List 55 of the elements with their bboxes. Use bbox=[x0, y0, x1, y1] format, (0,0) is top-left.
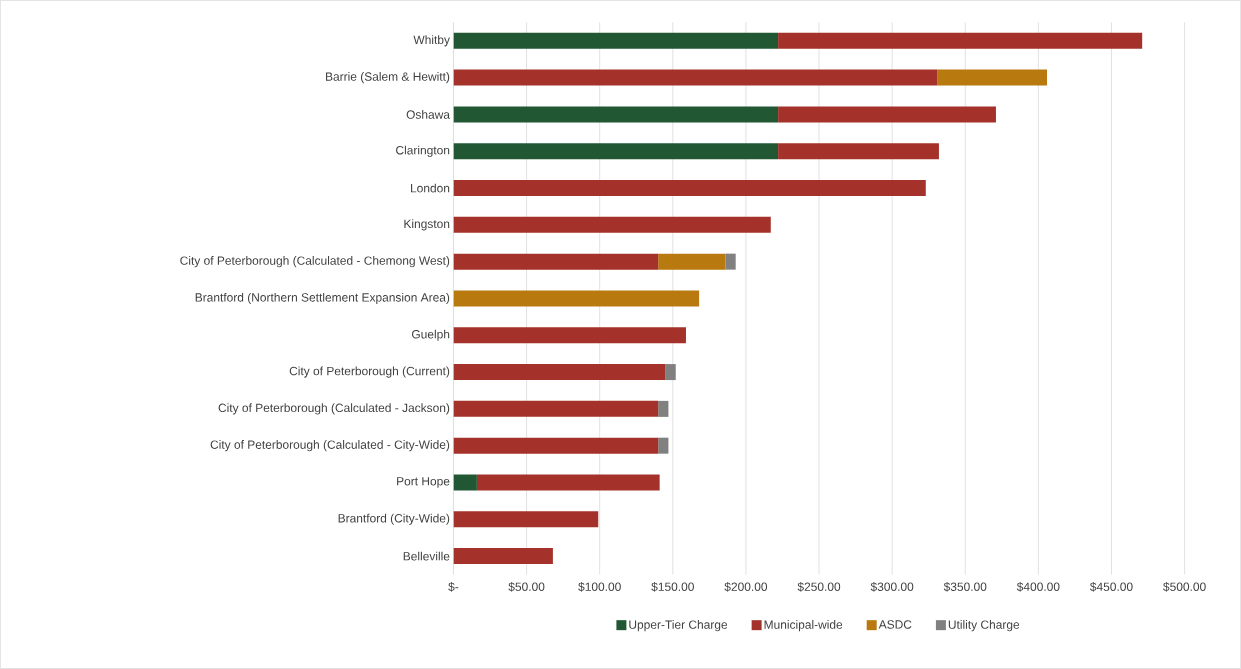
bar bbox=[453, 511, 599, 528]
legend-label: Municipal-wide bbox=[764, 620, 843, 632]
y-tick-label: Clarington bbox=[396, 145, 450, 157]
bar bbox=[453, 143, 779, 160]
x-tick-label: $100.00 bbox=[578, 582, 621, 592]
y-tick-label: City of Peterborough (Calculated - City-Wide) bbox=[210, 440, 450, 452]
x-tick-label: $150.00 bbox=[651, 582, 694, 592]
x-tick-label: $400.00 bbox=[1016, 582, 1060, 592]
bar bbox=[453, 437, 659, 454]
bar bbox=[453, 106, 779, 123]
bar bbox=[453, 364, 666, 381]
x-tick-label: $- bbox=[448, 582, 459, 592]
y-tick-label: Guelph bbox=[411, 329, 450, 341]
y-tick-label: City of Peterborough (Current) bbox=[289, 366, 450, 378]
bar bbox=[453, 253, 659, 270]
bar bbox=[658, 253, 726, 270]
y-tick-label: Oshawa bbox=[406, 110, 450, 119]
bar bbox=[725, 253, 736, 270]
bar bbox=[453, 216, 771, 233]
bar bbox=[937, 69, 1048, 86]
bar bbox=[778, 106, 996, 123]
bar bbox=[453, 474, 477, 491]
bar bbox=[453, 548, 553, 565]
bar bbox=[476, 474, 660, 491]
y-tick-label: City of Peterborough (Calculated - Chemong West) bbox=[180, 256, 450, 268]
bar bbox=[658, 437, 669, 454]
x-tick-label: $250.00 bbox=[797, 582, 841, 592]
y-tick-label: Brantford (Northern Settlement Expansion Area) bbox=[195, 292, 450, 305]
x-tick-label: $450.00 bbox=[1090, 582, 1133, 592]
bar bbox=[665, 364, 676, 381]
bar bbox=[453, 180, 926, 197]
legend-label: ASDC bbox=[878, 620, 912, 629]
bar bbox=[453, 69, 938, 86]
y-tick-label: Brantford (City-Wide) bbox=[338, 513, 450, 525]
y-tick-label: Belleville bbox=[403, 551, 450, 561]
legend-label: Utility Charge bbox=[948, 620, 1020, 632]
bar bbox=[453, 290, 700, 307]
y-tick-label: Whitby bbox=[413, 35, 450, 47]
bar bbox=[453, 400, 659, 417]
bar bbox=[778, 143, 939, 160]
bar bbox=[453, 327, 686, 344]
x-tick-label: $200.00 bbox=[724, 582, 768, 592]
bar bbox=[453, 32, 779, 49]
x-tick-label: $50.00 bbox=[508, 582, 545, 592]
x-tick-label: $350.00 bbox=[943, 582, 987, 592]
x-tick-label: $300.00 bbox=[870, 582, 914, 592]
y-tick-label: Barrie (Salem & Hewitt) bbox=[326, 72, 450, 84]
bar bbox=[658, 400, 669, 417]
x-tick-label: $500.00 bbox=[1163, 582, 1206, 592]
legend-label: Upper-Tier Charge bbox=[629, 620, 728, 632]
y-tick-label: Port Hope bbox=[397, 477, 450, 488]
y-tick-label: Kingston bbox=[404, 219, 450, 231]
y-tick-label: City of Peterborough (Calculated - Jackson) bbox=[218, 403, 450, 415]
y-tick-label: London bbox=[411, 183, 450, 193]
bar bbox=[778, 32, 1143, 49]
